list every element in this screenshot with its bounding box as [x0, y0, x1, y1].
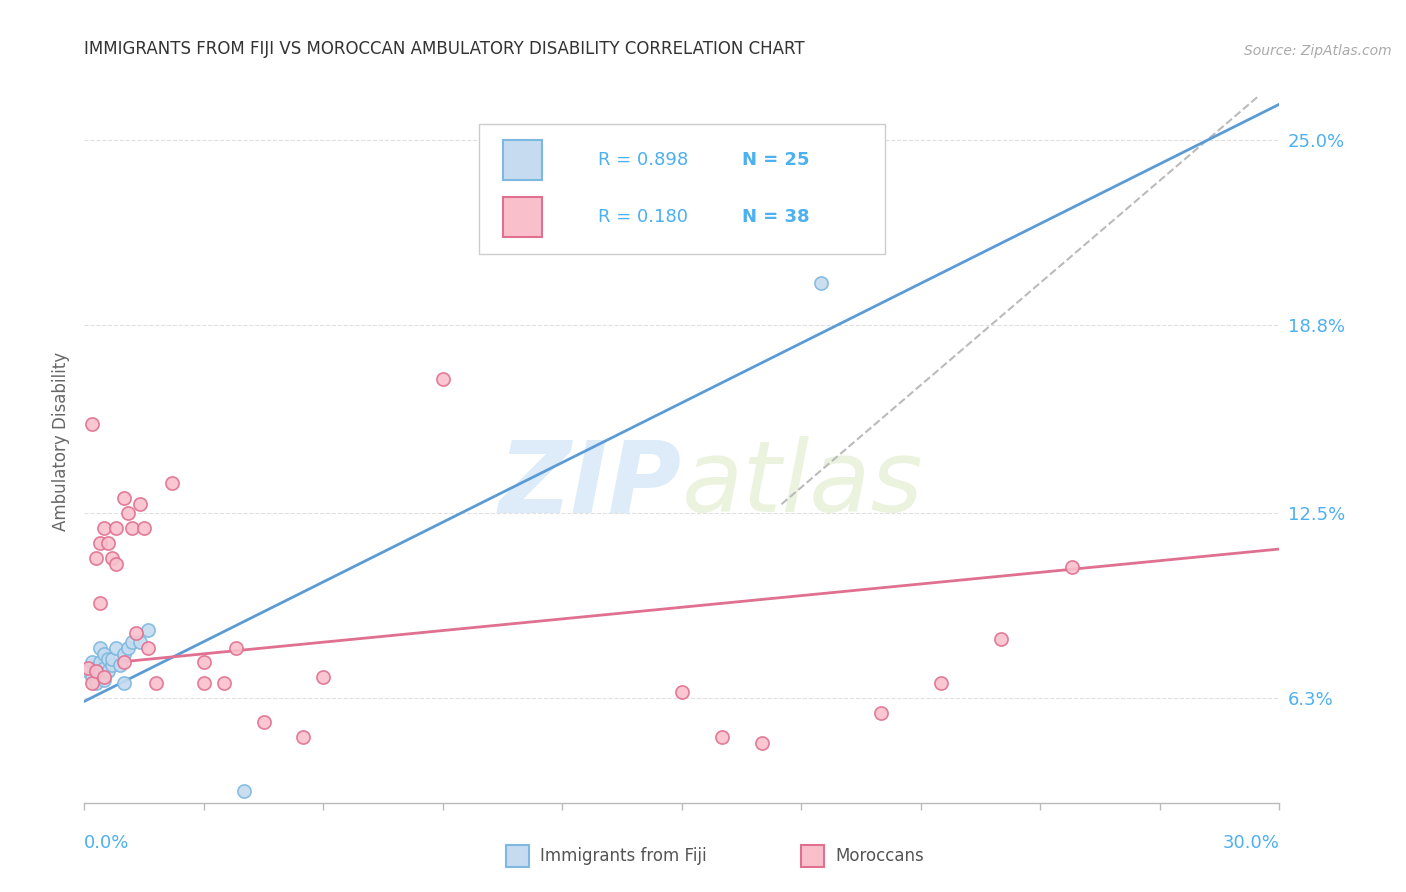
Point — [93, 661, 115, 675]
Text: Source: ZipAtlas.com: Source: ZipAtlas.com — [1244, 44, 1392, 58]
Point — [810, 277, 832, 291]
Point — [212, 676, 235, 690]
Point — [160, 476, 183, 491]
Point — [97, 665, 120, 679]
Point — [77, 661, 100, 675]
Point — [77, 665, 100, 679]
Point — [86, 665, 108, 679]
Text: R = 0.180: R = 0.180 — [599, 208, 689, 227]
Point — [112, 647, 135, 661]
Point — [110, 658, 132, 673]
Point — [129, 634, 152, 648]
Text: Immigrants from Fiji: Immigrants from Fiji — [540, 847, 707, 865]
Point — [89, 640, 111, 655]
FancyBboxPatch shape — [503, 197, 543, 237]
Point — [129, 497, 152, 511]
Text: atlas: atlas — [682, 436, 924, 533]
Point — [89, 536, 111, 550]
Point — [93, 647, 115, 661]
Point — [751, 736, 773, 750]
Point — [105, 521, 128, 535]
Point — [225, 640, 247, 655]
Point — [93, 521, 115, 535]
Point — [82, 656, 104, 670]
Point — [253, 715, 276, 730]
Point — [101, 551, 124, 566]
Point — [82, 676, 104, 690]
Point — [86, 661, 108, 675]
Point — [101, 658, 124, 673]
Point — [82, 670, 104, 684]
Text: IMMIGRANTS FROM FIJI VS MOROCCAN AMBULATORY DISABILITY CORRELATION CHART: IMMIGRANTS FROM FIJI VS MOROCCAN AMBULAT… — [84, 40, 806, 58]
Point — [292, 730, 315, 744]
Point — [112, 656, 135, 670]
Point — [93, 673, 115, 688]
Point — [929, 676, 952, 690]
Point — [86, 551, 108, 566]
Point — [132, 521, 156, 535]
Point — [105, 557, 128, 571]
Point — [89, 656, 111, 670]
Point — [432, 372, 454, 386]
Point — [112, 491, 135, 506]
Point — [121, 634, 143, 648]
Y-axis label: Ambulatory Disability: Ambulatory Disability — [52, 352, 70, 531]
Point — [97, 652, 120, 666]
Point — [112, 676, 135, 690]
Point — [870, 706, 893, 721]
Point — [710, 730, 733, 744]
Text: N = 38: N = 38 — [742, 208, 810, 227]
Text: 0.0%: 0.0% — [84, 834, 129, 852]
Point — [82, 417, 104, 431]
Point — [312, 670, 335, 684]
Point — [101, 652, 124, 666]
Text: 30.0%: 30.0% — [1223, 834, 1279, 852]
Point — [1062, 560, 1084, 574]
Point — [117, 506, 139, 520]
Point — [97, 536, 120, 550]
Point — [105, 640, 128, 655]
Point — [671, 685, 693, 699]
FancyBboxPatch shape — [479, 124, 886, 253]
FancyBboxPatch shape — [503, 140, 543, 180]
Point — [990, 632, 1012, 646]
Point — [136, 640, 159, 655]
Text: ZIP: ZIP — [499, 436, 682, 533]
Point — [89, 665, 111, 679]
Point — [117, 640, 139, 655]
Point — [136, 623, 159, 637]
Text: Moroccans: Moroccans — [835, 847, 924, 865]
Point — [93, 670, 115, 684]
Point — [145, 676, 167, 690]
Point — [121, 521, 143, 535]
Point — [193, 656, 215, 670]
Point — [232, 784, 254, 798]
Point — [86, 676, 108, 690]
Point — [125, 625, 148, 640]
Text: R = 0.898: R = 0.898 — [599, 151, 689, 169]
Point — [89, 596, 111, 610]
Text: N = 25: N = 25 — [742, 151, 810, 169]
Point — [193, 676, 215, 690]
